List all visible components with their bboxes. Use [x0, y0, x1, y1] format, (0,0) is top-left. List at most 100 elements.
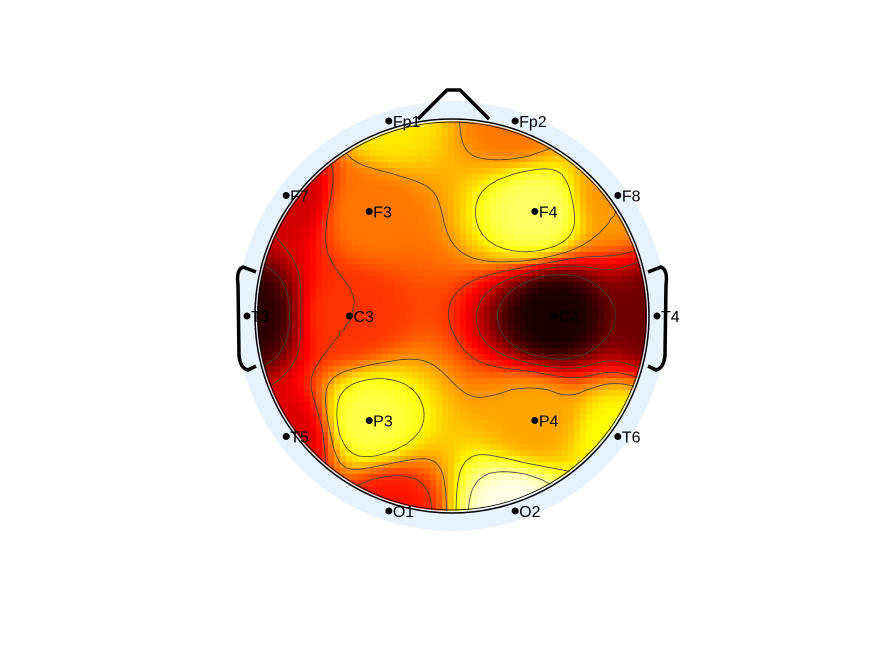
- heatmap-cell: [580, 228, 587, 235]
- heatmap-cell: [586, 204, 593, 211]
- heatmap-cell: [562, 396, 569, 403]
- heatmap-cell: [322, 228, 329, 235]
- heatmap-cell: [442, 432, 449, 439]
- heatmap-cell: [550, 300, 557, 307]
- heatmap-cell: [382, 198, 389, 205]
- heatmap-cell: [376, 378, 383, 385]
- electrode-label-o1: O1: [393, 504, 414, 521]
- heatmap-cell: [466, 336, 473, 343]
- heatmap-cell: [580, 432, 587, 439]
- heatmap-cell: [418, 270, 425, 277]
- heatmap-cell: [460, 288, 467, 295]
- heatmap-cell: [454, 216, 461, 223]
- heatmap-cell: [304, 288, 311, 295]
- heatmap-cell: [436, 360, 443, 367]
- heatmap-cell: [382, 462, 389, 469]
- heatmap-cell: [520, 444, 527, 451]
- heatmap-cell: [568, 396, 575, 403]
- heatmap-cell: [508, 192, 515, 199]
- heatmap-cell: [520, 474, 527, 481]
- heatmap-cell: [352, 432, 359, 439]
- heatmap-cell: [394, 444, 401, 451]
- heatmap-cell: [472, 174, 479, 181]
- heatmap-cell: [610, 414, 617, 421]
- heatmap-cell: [484, 426, 491, 433]
- heatmap-cell: [286, 282, 293, 289]
- heatmap-cell: [298, 252, 305, 259]
- heatmap-cell: [334, 216, 341, 223]
- heatmap-cell: [370, 438, 377, 445]
- heatmap-cell: [430, 138, 437, 145]
- heatmap-cell: [298, 222, 305, 229]
- heatmap-cell: [628, 378, 635, 385]
- heatmap-cell: [460, 312, 467, 319]
- heatmap-cell: [472, 276, 479, 283]
- heatmap-cell: [316, 246, 323, 253]
- heatmap-cell: [532, 342, 539, 349]
- heatmap-cell: [406, 180, 413, 187]
- heatmap-cell: [454, 168, 461, 175]
- heatmap-cell: [502, 168, 509, 175]
- heatmap-cell: [346, 354, 353, 361]
- heatmap-cell: [556, 396, 563, 403]
- heatmap-cell: [346, 414, 353, 421]
- heatmap-cell: [484, 306, 491, 313]
- heatmap-cell: [568, 450, 575, 457]
- heatmap-cell: [508, 306, 515, 313]
- heatmap-cell: [574, 180, 581, 187]
- heatmap-cell: [370, 462, 377, 469]
- heatmap-cell: [550, 210, 557, 217]
- heatmap-cell: [562, 414, 569, 421]
- heatmap-cell: [544, 348, 551, 355]
- heatmap-cell: [358, 342, 365, 349]
- heatmap-cell: [412, 342, 419, 349]
- heatmap-cell: [544, 282, 551, 289]
- heatmap-cell: [292, 426, 299, 433]
- heatmap-cell: [448, 372, 455, 379]
- heatmap-cell: [568, 432, 575, 439]
- heatmap-cell: [484, 246, 491, 253]
- heatmap-cell: [322, 258, 329, 265]
- heatmap-cell: [514, 456, 521, 463]
- heatmap-cell: [514, 354, 521, 361]
- heatmap-cell: [346, 330, 353, 337]
- heatmap-cell: [406, 300, 413, 307]
- heatmap-cell: [310, 270, 317, 277]
- heatmap-cell: [502, 354, 509, 361]
- heatmap-cell: [556, 198, 563, 205]
- heatmap-cell: [394, 456, 401, 463]
- heatmap-cell: [388, 282, 395, 289]
- heatmap-cell: [442, 270, 449, 277]
- heatmap-cell: [484, 324, 491, 331]
- heatmap-cell: [352, 288, 359, 295]
- heatmap-cell: [436, 504, 443, 511]
- heatmap-cell: [466, 402, 473, 409]
- heatmap-cell: [472, 156, 479, 163]
- heatmap-cell: [478, 354, 485, 361]
- heatmap-cell: [502, 480, 509, 487]
- heatmap-cell: [394, 234, 401, 241]
- heatmap-cell: [328, 216, 335, 223]
- heatmap-cell: [454, 378, 461, 385]
- heatmap-cell: [472, 330, 479, 337]
- heatmap-cell: [514, 420, 521, 427]
- heatmap-cell: [298, 234, 305, 241]
- heatmap-cell: [436, 456, 443, 463]
- heatmap-cell: [328, 462, 335, 469]
- heatmap-cell: [592, 192, 599, 199]
- heatmap-cell: [616, 246, 623, 253]
- heatmap-cell: [358, 420, 365, 427]
- heatmap-cell: [358, 324, 365, 331]
- heatmap-cell: [562, 240, 569, 247]
- heatmap-cell: [376, 240, 383, 247]
- heatmap-cell: [478, 174, 485, 181]
- heatmap-cell: [430, 246, 437, 253]
- heatmap-cell: [352, 348, 359, 355]
- heatmap-cell: [382, 282, 389, 289]
- heatmap-cell: [352, 252, 359, 259]
- electrode-dot-p4: [531, 417, 539, 425]
- heatmap-cell: [586, 372, 593, 379]
- heatmap-cell: [574, 204, 581, 211]
- heatmap-cell: [526, 318, 533, 325]
- heatmap-cell: [268, 258, 275, 265]
